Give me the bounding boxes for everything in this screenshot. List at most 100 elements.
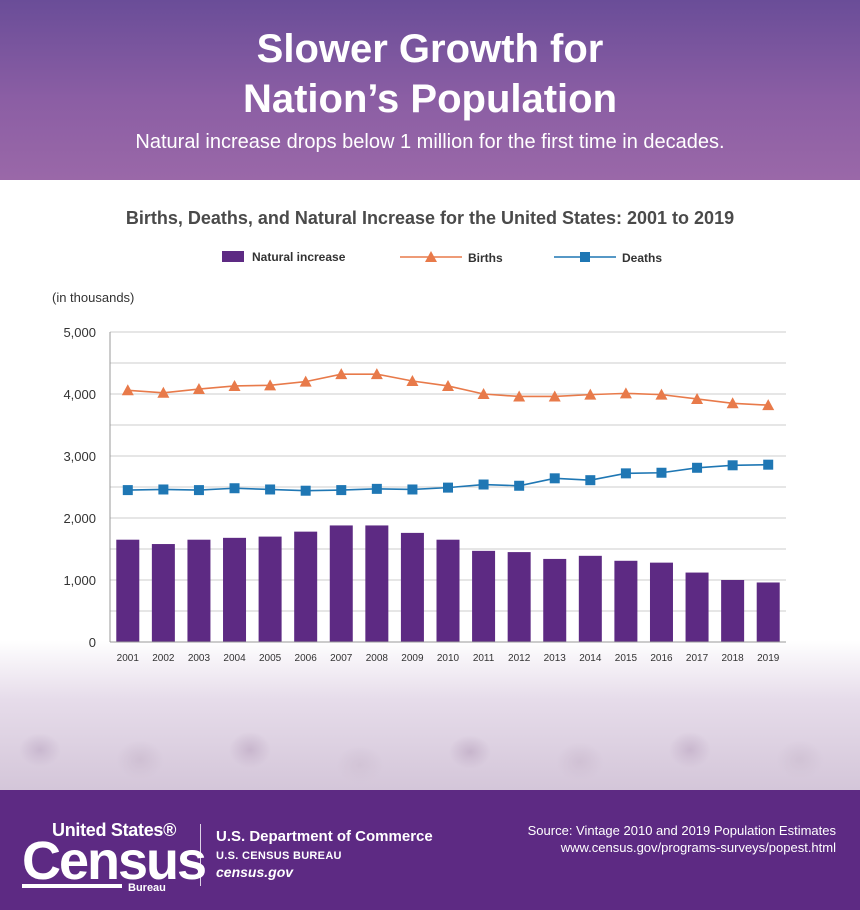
bar-natural-increase: [578, 555, 602, 642]
y-tick-label: 2,000: [63, 511, 96, 526]
footer: United States® Census Bureau U.S. Depart…: [0, 790, 860, 910]
births-point: [299, 375, 312, 387]
births-point: [726, 397, 739, 409]
deaths-point: [620, 468, 631, 479]
deaths-point: [585, 475, 596, 486]
bar-natural-increase: [400, 532, 424, 642]
deaths-point: [122, 485, 133, 496]
legend-swatch-square: [554, 252, 616, 262]
x-tick-label: 2002: [152, 653, 175, 664]
y-axis-label: (in thousands): [52, 290, 135, 305]
births-point: [548, 390, 561, 402]
births-point: [157, 386, 170, 398]
legend-label-natural-increase: Natural increase: [252, 250, 346, 264]
births-point: [406, 374, 419, 386]
deaths-point: [549, 473, 560, 484]
births-point: [477, 388, 490, 399]
y-tick-label: 0: [89, 635, 96, 650]
bar-natural-increase: [756, 582, 780, 642]
chart-plot: 0 1,000 2,000 3,000 4,000 5,000 2001 2002 2003 20…: [63, 325, 786, 664]
bar-natural-increase: [543, 558, 567, 642]
legend-item-natural-increase: Natural increase: [222, 250, 345, 264]
x-tick-label: 2007: [330, 653, 353, 664]
deaths-point: [300, 485, 311, 496]
deaths-point: [692, 462, 703, 473]
bar-natural-increase: [294, 531, 318, 642]
births-point: [370, 368, 383, 380]
x-tick-label: 2019: [757, 653, 780, 664]
y-tick-label: 3,000: [63, 449, 96, 464]
department-name: U.S. Department of Commerce: [216, 828, 433, 845]
bar-natural-increase: [649, 562, 673, 642]
logo-underline: [22, 884, 122, 888]
deaths-point: [336, 485, 347, 496]
legend-label-births: Births: [468, 251, 503, 265]
deaths-point: [514, 480, 525, 491]
page-subtitle: Natural increase drops below 1 million f…: [135, 131, 725, 153]
title-line-1: Slower Growth for: [256, 27, 604, 71]
bar-natural-increase: [721, 580, 745, 642]
bar-natural-increase: [365, 525, 389, 642]
legend-label-deaths: Deaths: [622, 251, 663, 265]
bar-natural-increase: [187, 539, 211, 642]
x-tick-label: 2016: [650, 653, 673, 664]
deaths-point: [478, 479, 489, 490]
deaths-point: [407, 484, 418, 495]
births-point: [655, 388, 668, 400]
x-tick-label: 2015: [615, 653, 638, 664]
y-tick-label: 5,000: [63, 325, 96, 340]
deaths-point: [443, 482, 453, 493]
x-tick-label: 2017: [686, 653, 709, 664]
source-note: Source: Vintage 2010 and 2019 Population…: [528, 822, 836, 856]
x-tick-label: 2004: [223, 653, 246, 664]
x-tick-label: 2003: [188, 653, 211, 664]
births-point: [121, 384, 134, 396]
x-tick-label: 2005: [259, 653, 282, 664]
deaths-point: [229, 483, 240, 494]
bar-natural-increase: [614, 560, 638, 642]
births-point: [442, 379, 454, 391]
x-tick-label: 2011: [473, 653, 495, 664]
deaths-point: [158, 484, 169, 495]
births-point: [584, 388, 597, 400]
x-tick-label: 2001: [117, 653, 140, 664]
legend-swatch-triangle: [400, 251, 462, 262]
births-point: [762, 399, 775, 411]
logo-census: Census: [22, 831, 207, 891]
bar-natural-increase: [436, 539, 460, 642]
bar-natural-increase: [507, 552, 531, 642]
logo-bureau: Bureau: [128, 882, 166, 894]
bar-natural-increase: [685, 572, 709, 642]
births-point: [619, 387, 632, 399]
y-tick-label: 1,000: [63, 573, 96, 588]
deaths-point: [727, 460, 738, 471]
x-tick-label: 2014: [579, 653, 602, 664]
x-tick-label: 2012: [508, 653, 531, 664]
births-point: [264, 379, 277, 391]
x-tick-label: 2010: [437, 653, 460, 664]
bar-natural-increase: [223, 537, 247, 642]
source-line-1: Source: Vintage 2010 and 2019 Population…: [527, 823, 836, 838]
births-point: [513, 390, 526, 402]
bar-natural-increase: [329, 525, 353, 642]
bureau-name: U.S. CENSUS BUREAU: [216, 850, 342, 862]
chart-title: Births, Deaths, and Natural Increase for…: [125, 208, 735, 228]
bar-natural-increase: [151, 544, 175, 642]
legend-item-deaths: Deaths: [554, 250, 662, 265]
deaths-point: [265, 484, 276, 495]
site-link[interactable]: census.gov: [216, 864, 294, 880]
deaths-point: [656, 467, 667, 478]
logo-united-states: United States®: [52, 820, 177, 840]
bar-natural-increase: [116, 539, 140, 642]
source-url[interactable]: www.census.gov/programs-surveys/popest.h…: [560, 840, 836, 855]
births-point: [192, 383, 205, 395]
x-tick-label: 2006: [295, 653, 318, 664]
x-tick-label: 2009: [401, 653, 424, 664]
x-tick-label: 2013: [544, 653, 567, 664]
deaths-point: [763, 459, 774, 470]
page-title: Slower Growth for Nation’s Population: [0, 24, 860, 124]
x-tick-label: 2018: [722, 653, 745, 664]
bar-natural-increase: [258, 536, 282, 642]
deaths-point: [371, 483, 382, 494]
deaths-point: [193, 485, 204, 496]
